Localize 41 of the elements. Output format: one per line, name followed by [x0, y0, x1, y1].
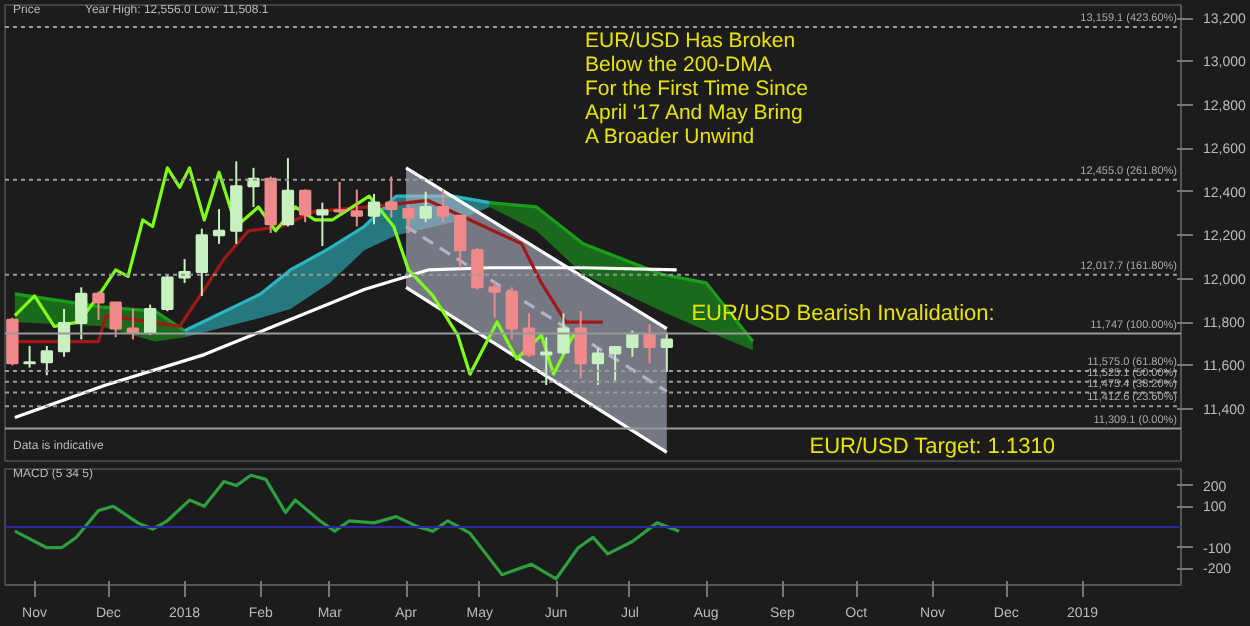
- candlestick: [402, 203, 415, 234]
- candlestick: [161, 273, 174, 313]
- candlestick: [333, 180, 346, 215]
- candlestick: [557, 312, 570, 356]
- candlestick: [608, 344, 622, 382]
- candlestick: [195, 227, 208, 297]
- annotation: EUR/USD Has Broken Below the 200-DMA For the First Time Since April '17 And May Bring A Broader Unwind: [585, 29, 809, 149]
- candlestick: [178, 258, 191, 284]
- candlestick: [6, 316, 19, 367]
- candlestick: [419, 190, 432, 224]
- candlestick: [591, 347, 605, 386]
- annotation: EUR/USD Target: 1.1310: [809, 434, 1055, 459]
- candlestick: [436, 188, 450, 224]
- candlestick: [626, 329, 639, 358]
- candlestick: [385, 175, 398, 219]
- line-series: [13, 473, 681, 581]
- candlestick: [298, 188, 312, 224]
- candlestick: [574, 310, 587, 380]
- candlestick: [522, 312, 536, 358]
- candlestick: [453, 214, 467, 269]
- candlestick: [230, 160, 243, 245]
- candlestick: [23, 344, 36, 369]
- candlestick: [471, 247, 484, 291]
- candlestick: [540, 336, 553, 386]
- candlestick: [40, 344, 53, 377]
- candlestick: [660, 331, 673, 373]
- line-series: [13, 292, 187, 333]
- candlestick: [505, 286, 518, 341]
- candlestick: [212, 208, 226, 245]
- candlestick: [143, 303, 157, 337]
- candlestick: [109, 301, 122, 339]
- candlestick: [92, 290, 105, 321]
- candlestick: [643, 323, 656, 365]
- candlestick: [367, 192, 381, 226]
- candlestick: [350, 188, 363, 228]
- candlestick: [264, 175, 277, 234]
- candlestick: [281, 157, 295, 228]
- candlestick: [57, 308, 71, 358]
- candlestick: [316, 201, 329, 248]
- candlestick: [488, 279, 501, 319]
- candlestick: [75, 286, 88, 341]
